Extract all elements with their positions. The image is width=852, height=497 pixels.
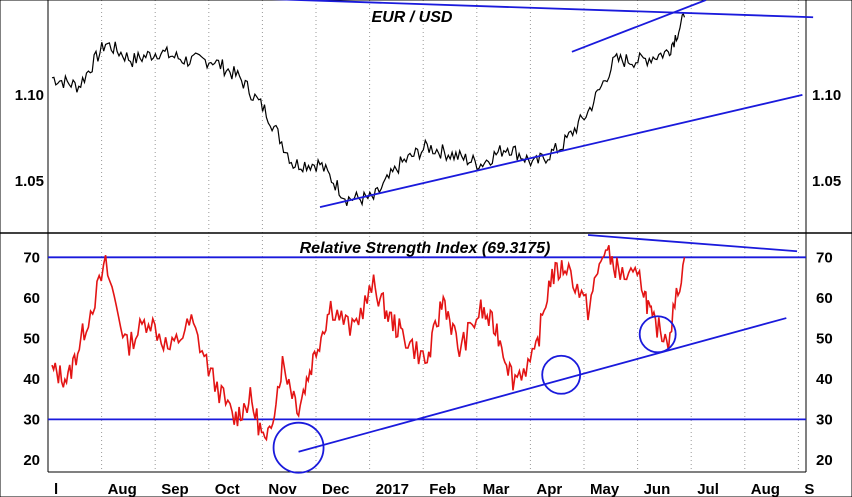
- price-chart-title: EUR / USD: [372, 9, 453, 26]
- rsi-y-tick-right: 20: [816, 452, 833, 469]
- x-tick-label: S: [804, 481, 814, 497]
- x-tick-label: Dec: [322, 481, 350, 497]
- x-tick-label: Feb: [429, 481, 456, 497]
- rsi-y-tick-left: 40: [23, 371, 40, 388]
- x-tick-label: Jun: [644, 481, 671, 497]
- price-panel: 1.10 1.10 1.05 1.05: [15, 0, 841, 208]
- rsi-trendline: [587, 234, 798, 253]
- x-tick-label: Apr: [536, 481, 562, 497]
- rsi-trendline: [298, 317, 787, 453]
- y-tick-left: 1.10: [15, 87, 44, 104]
- rsi-y-tick-right: 70: [816, 249, 833, 266]
- x-tick-label: Nov: [268, 481, 297, 497]
- x-axis: l Aug Sep Oct Nov Dec 2017 Feb Mar Apr May Jun Jul Au…: [54, 481, 814, 497]
- x-tick-label: Sep: [161, 481, 189, 497]
- rsi-y-tick-right: 40: [816, 371, 833, 388]
- rsi-panel: 70 70 60 60 50 50 40 40 30 30 20 20: [23, 234, 833, 474]
- x-tick-label: 2017: [376, 481, 409, 497]
- x-tick-label: Aug: [751, 481, 780, 497]
- rsi-line: [51, 245, 686, 442]
- rsi-y-tick-right: 50: [816, 330, 833, 347]
- rsi-highlight-circle: [638, 315, 677, 354]
- y-tick-right: 1.10: [812, 87, 841, 104]
- rsi-y-tick-right: 60: [816, 290, 833, 307]
- x-tick-label: Jul: [697, 481, 719, 497]
- price-trendline: [271, 0, 814, 19]
- rsi-highlight-circle: [272, 421, 325, 474]
- rsi-y-tick-left: 30: [23, 411, 40, 428]
- y-tick-left: 1.05: [15, 173, 44, 190]
- x-tick-label: May: [590, 481, 620, 497]
- rsi-y-tick-left: 50: [23, 330, 40, 347]
- rsi-y-tick-left: 60: [23, 290, 40, 307]
- x-tick-label: l: [54, 481, 58, 497]
- rsi-y-tick-right: 30: [816, 411, 833, 428]
- rsi-highlight-circle: [541, 354, 582, 395]
- y-tick-right: 1.05: [812, 173, 841, 190]
- price-trendline: [319, 94, 803, 208]
- rsi-y-tick-left: 20: [23, 452, 40, 469]
- x-tick-label: Mar: [483, 481, 510, 497]
- vertical-grid: [101, 0, 799, 472]
- rsi-chart-title: Relative Strength Index (69.3175): [300, 240, 551, 257]
- x-tick-label: Aug: [108, 481, 137, 497]
- price-trendline: [571, 0, 707, 53]
- x-tick-label: Oct: [215, 481, 240, 497]
- price-line: [51, 12, 686, 207]
- rsi-y-tick-left: 70: [23, 249, 40, 266]
